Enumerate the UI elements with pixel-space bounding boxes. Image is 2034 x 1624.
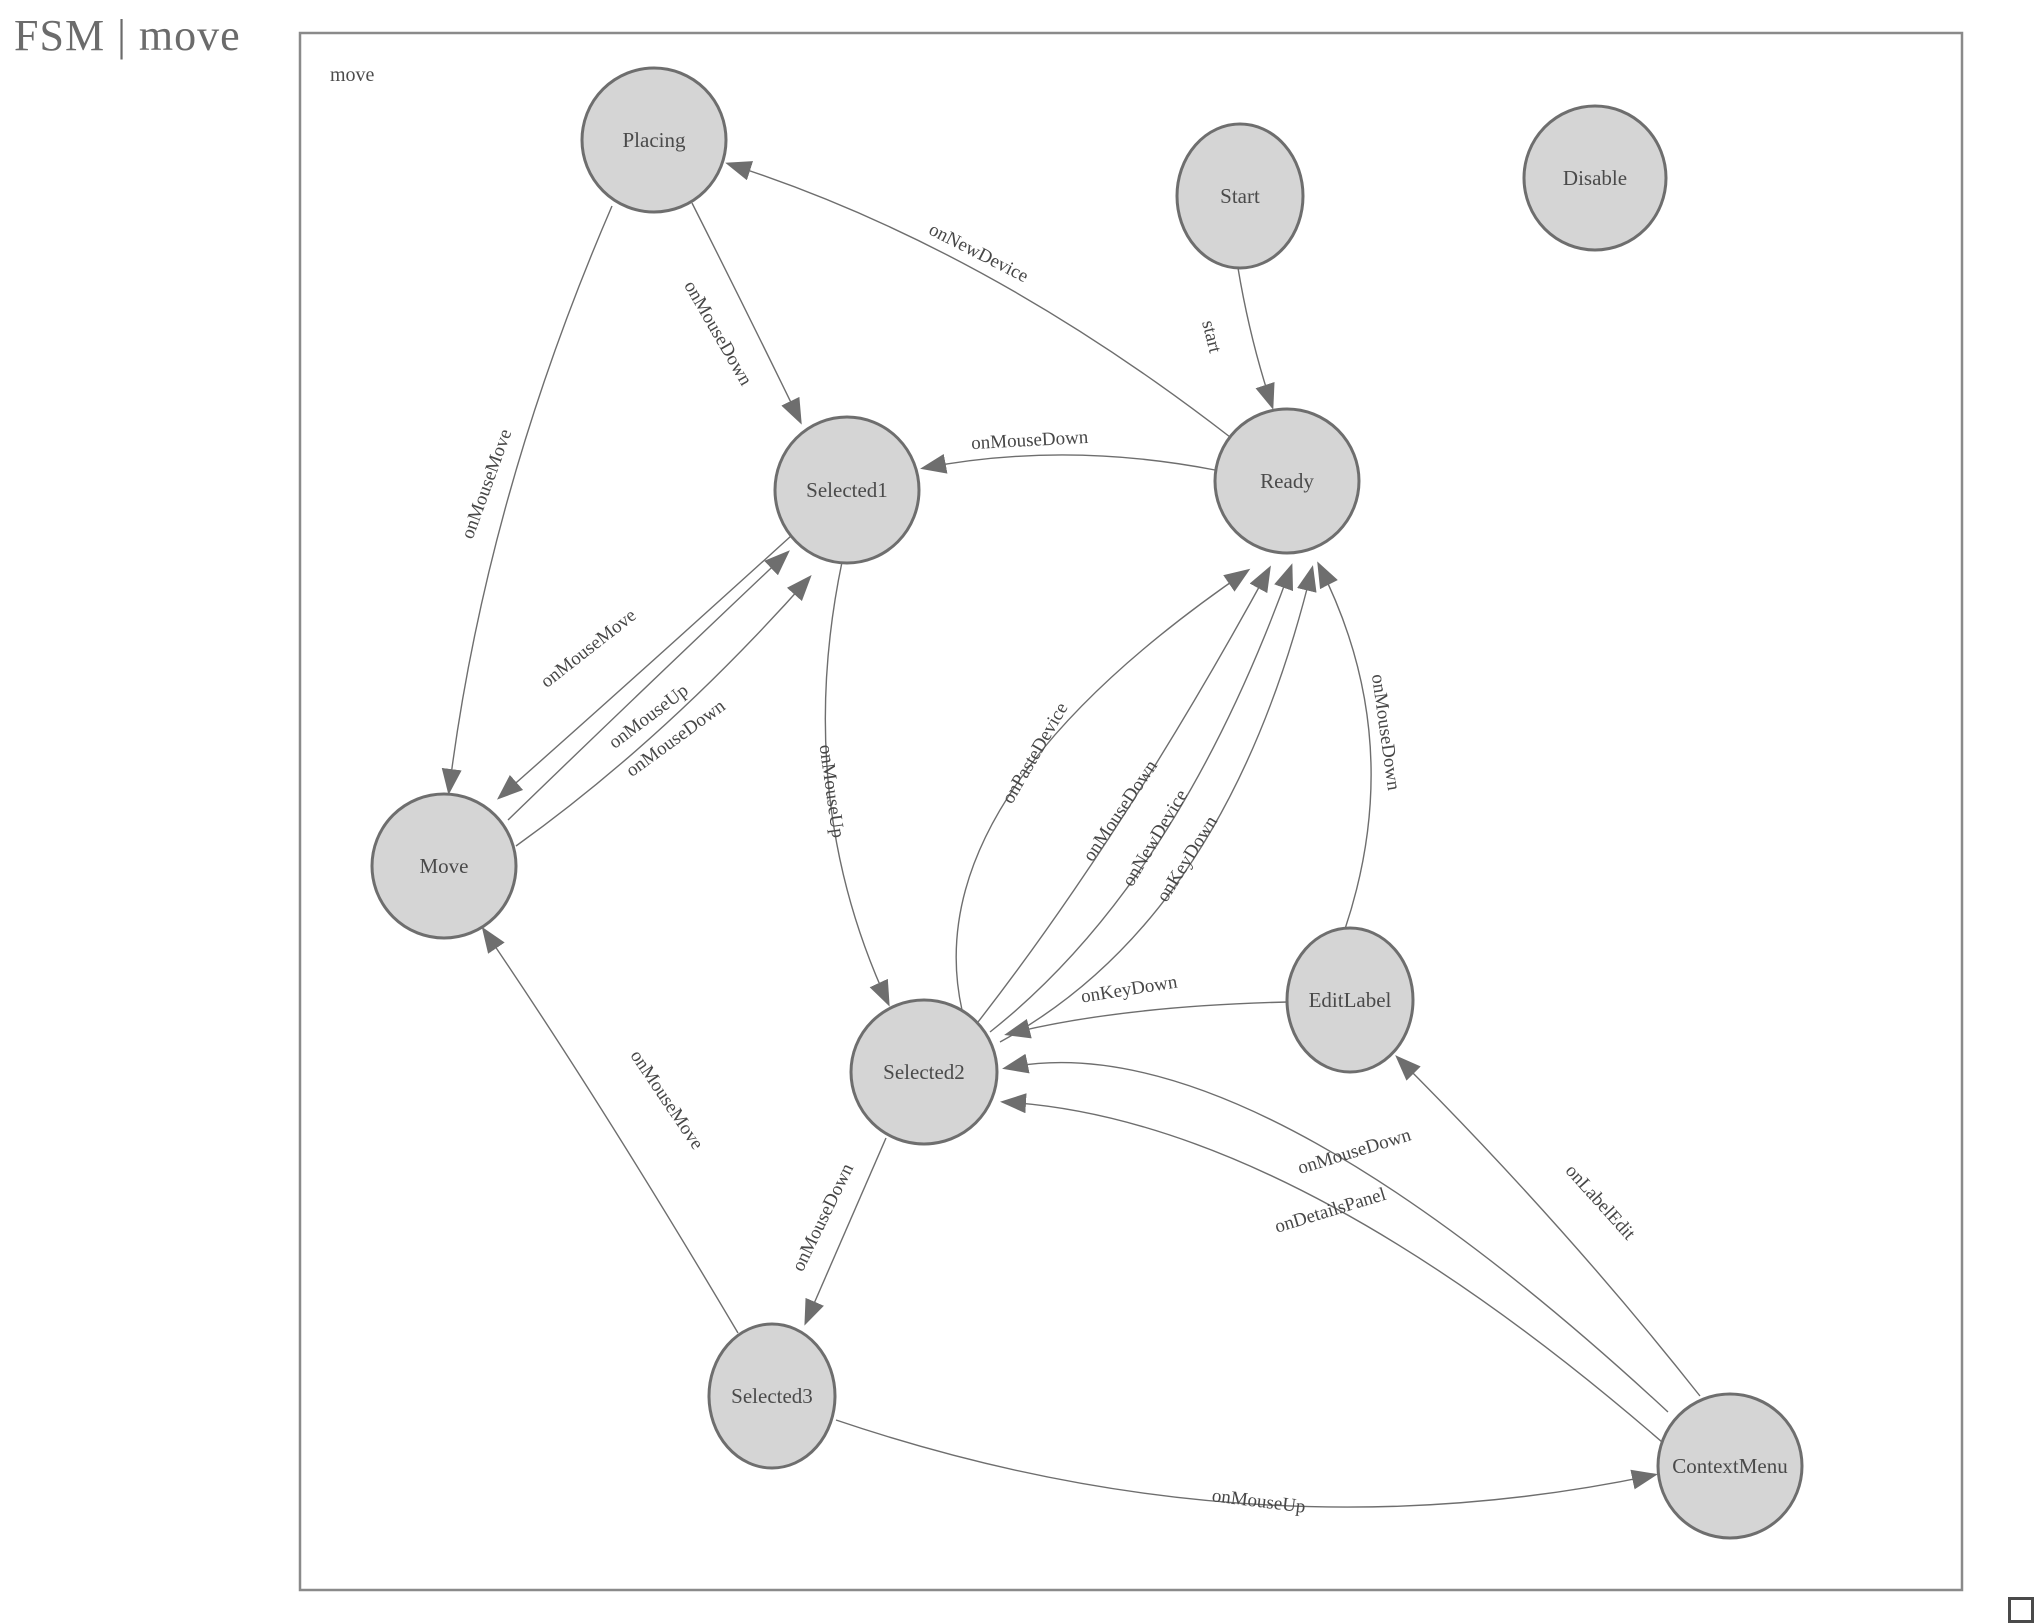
transition-label: onMouseUp <box>815 743 849 839</box>
state-start[interactable]: Start <box>1175 122 1305 270</box>
state-selected1[interactable]: Selected1 <box>773 415 921 565</box>
state-label: Selected1 <box>806 478 888 502</box>
transition-selected2-to-ready-keydown <box>999 565 1317 1043</box>
transition-label: start <box>1197 318 1225 356</box>
transition-label: onLabelEdit <box>1561 1160 1640 1244</box>
transition-contextmenu-to-editlabel <box>1395 1055 1701 1397</box>
state-label: Selected3 <box>731 1384 813 1408</box>
state-label: ContextMenu <box>1672 1454 1788 1478</box>
transition-start-to-ready <box>1237 267 1275 410</box>
transition-label: onMouseMove <box>457 426 516 541</box>
state-move-shape[interactable] <box>370 792 518 940</box>
state-disable-shape[interactable] <box>1522 104 1668 252</box>
resize-handle[interactable] <box>2008 1597 2034 1623</box>
state-label: Start <box>1220 184 1260 208</box>
transition-move-to-selected1-mouseup <box>507 550 790 821</box>
state-selected3[interactable]: Selected3 <box>707 1322 837 1470</box>
transition-label: onKeyDown <box>1080 972 1180 1008</box>
transition-editlabel-to-selected2 <box>1004 1001 1289 1039</box>
transition-ready-to-selected1 <box>920 454 1216 474</box>
transition-edges <box>441 161 1701 1508</box>
group-label: move <box>330 64 375 86</box>
state-selected1-shape[interactable] <box>773 415 921 565</box>
transition-move-to-selected1-mousedown <box>515 575 812 847</box>
state-ready[interactable]: Ready <box>1213 407 1361 555</box>
transition-label: onNewDevice <box>925 219 1031 287</box>
transition-label: onMouseDown <box>1367 673 1404 792</box>
transition-selected1-to-selected2 <box>824 561 890 1007</box>
transition-label: onDetailsPanel <box>1272 1184 1388 1238</box>
state-disable[interactable]: Disable <box>1522 104 1668 252</box>
state-placing[interactable]: Placing <box>580 66 728 214</box>
state-selected2[interactable]: Selected2 <box>849 998 999 1146</box>
transition-label: onMouseDown <box>971 427 1090 454</box>
transition-labels: start onNewDevice onMouseDown onMouseDow… <box>457 219 1640 1518</box>
page-title: FSM | move <box>14 11 241 60</box>
transition-selected3-to-move <box>481 926 739 1334</box>
transition-selected2-to-selected3 <box>804 1137 887 1326</box>
state-selected3-shape[interactable] <box>707 1322 837 1470</box>
transition-contextmenu-to-selected2-detailspanel <box>1000 1093 1663 1443</box>
state-move[interactable]: Move <box>370 792 518 940</box>
state-ready-shape[interactable] <box>1213 407 1361 555</box>
state-label: Ready <box>1260 469 1314 493</box>
transition-label: onMouseMove <box>537 605 641 692</box>
transition-ready-to-placing <box>725 161 1231 438</box>
state-label: Selected2 <box>883 1060 965 1084</box>
transition-label: onMouseDown <box>788 1160 858 1275</box>
state-selected2-shape[interactable] <box>849 998 999 1146</box>
diagram-frame <box>298 31 1964 1592</box>
transition-label: onMouseMove <box>626 1046 708 1153</box>
transition-label: onMouseUp <box>1211 1485 1307 1517</box>
state-contextmenu[interactable]: ContextMenu <box>1656 1392 1804 1540</box>
state-label: EditLabel <box>1309 988 1392 1012</box>
state-contextmenu-shape[interactable] <box>1656 1392 1804 1540</box>
state-editlabel-shape[interactable] <box>1285 926 1415 1074</box>
state-editlabel[interactable]: EditLabel <box>1285 926 1415 1074</box>
state-label: Placing <box>623 128 686 152</box>
state-label: Move <box>420 854 469 878</box>
state-start-shape[interactable] <box>1175 122 1305 270</box>
transition-selected1-to-move <box>496 535 792 800</box>
state-nodes: Placing Start Disable Selected1 Ready Mo… <box>370 66 1804 1540</box>
transition-placing-to-selected1 <box>691 202 802 425</box>
state-label: Disable <box>1563 166 1627 190</box>
transition-placing-to-move <box>441 205 613 795</box>
transition-label: onPasteDevice <box>998 699 1073 807</box>
transition-editlabel-to-ready <box>1317 561 1372 930</box>
transition-selected2-to-ready-pastedevice <box>955 568 1251 1011</box>
transition-selected2-to-ready-newdevice <box>989 563 1294 1033</box>
transition-contextmenu-to-selected2-mousedown <box>1002 1053 1669 1413</box>
state-placing-shape[interactable] <box>580 66 728 214</box>
transition-label: onMouseDown <box>679 277 756 389</box>
transition-selected3-to-contextmenu <box>835 1419 1658 1508</box>
transition-selected2-to-ready-mousedown <box>977 565 1271 1023</box>
transition-label: onMouseDown <box>1295 1124 1414 1178</box>
